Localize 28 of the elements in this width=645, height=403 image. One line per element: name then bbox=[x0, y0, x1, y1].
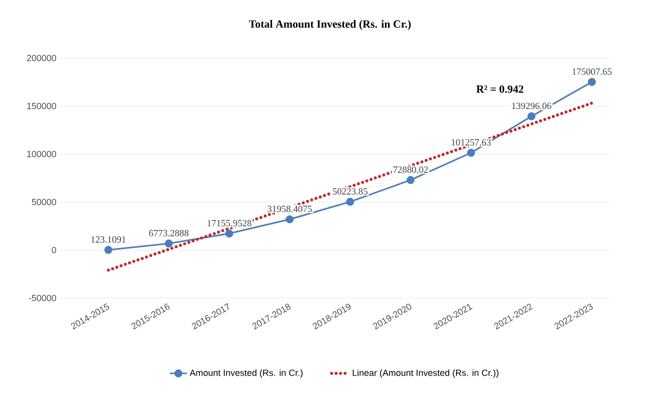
data-label: 123.1091 bbox=[91, 236, 126, 243]
point bbox=[104, 246, 112, 254]
chart-title: Total Amount Invested (Rs. in Cr.) bbox=[248, 20, 411, 30]
data-label: 101257.63 bbox=[452, 139, 491, 146]
data-label: 175007.65 bbox=[572, 68, 612, 75]
point bbox=[225, 230, 234, 238]
point bbox=[346, 198, 354, 206]
data-label: 72880.02 bbox=[393, 166, 428, 173]
point bbox=[527, 112, 536, 120]
data-label: 139296.06 bbox=[512, 102, 552, 110]
y-tick-label: 0 bbox=[52, 246, 56, 254]
legend-label: Linear (Amount Invested (Rs. in Cr.)) bbox=[352, 369, 498, 378]
y-tick-label: -50000 bbox=[28, 294, 56, 302]
y-tick-label: 50000 bbox=[32, 198, 56, 206]
data-label: 31958.4075 bbox=[268, 206, 312, 212]
legend-label: Amount Invested (Rs. in Cr.) bbox=[190, 369, 303, 378]
point bbox=[406, 176, 415, 184]
data-label: 17155.9528 bbox=[208, 220, 252, 226]
y-tick-label: 200000 bbox=[27, 54, 56, 62]
y-tick-label: 100000 bbox=[27, 150, 56, 158]
point bbox=[164, 240, 173, 248]
data-label: 50223.85 bbox=[332, 188, 368, 195]
point bbox=[467, 148, 475, 157]
y-tick-label: 150000 bbox=[27, 102, 56, 110]
point bbox=[286, 215, 294, 224]
annotation: R² = 0.942 bbox=[476, 85, 524, 93]
point bbox=[588, 78, 596, 86]
data-label: 6773.2888 bbox=[149, 230, 189, 236]
